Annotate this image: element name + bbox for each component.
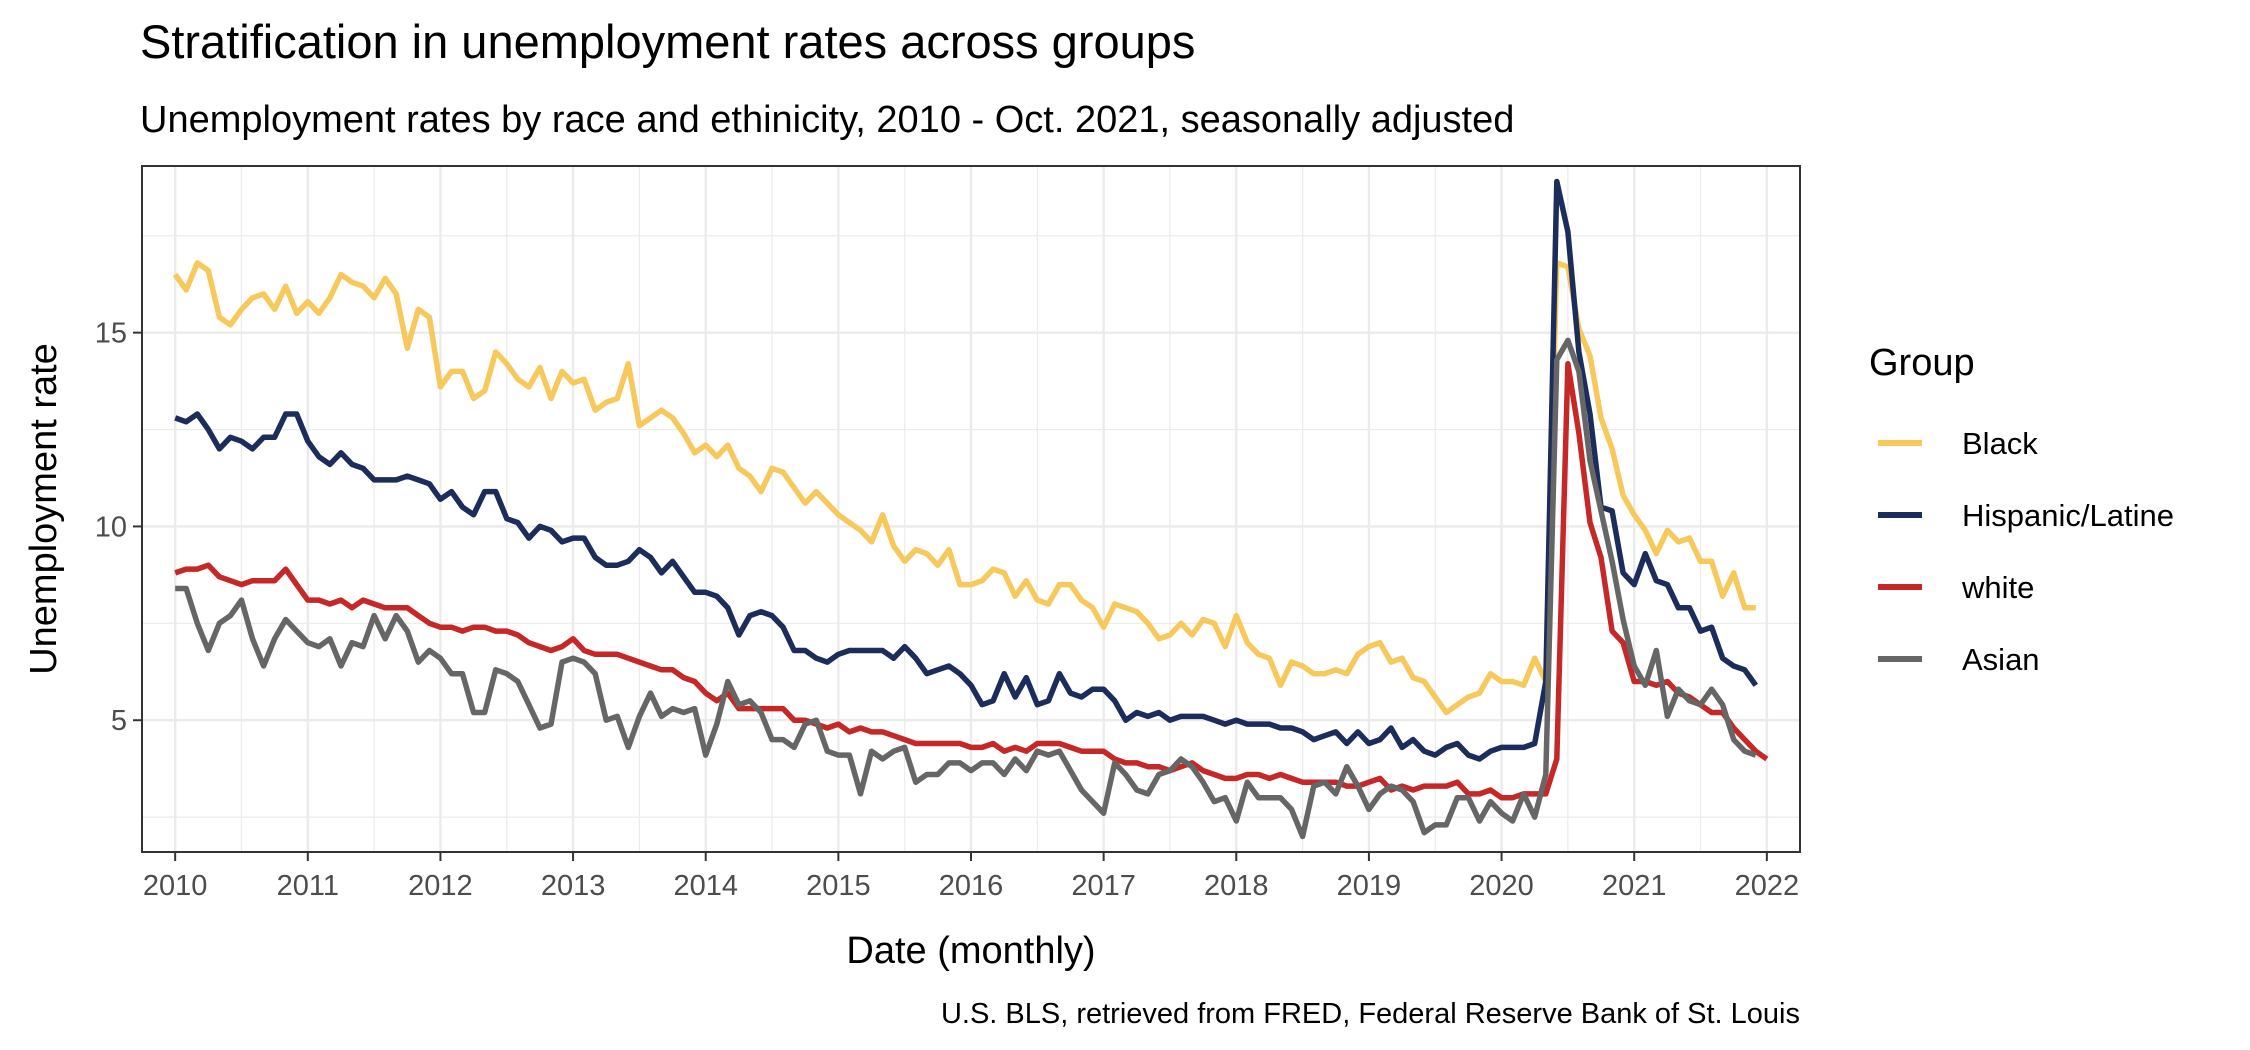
x-tick-label: 2022 xyxy=(1735,870,1800,902)
x-tick-label: 2021 xyxy=(1602,870,1667,902)
x-axis: 2010 2011 2012 2013 2014 2015 2016 2017 2018 2019… xyxy=(143,852,1799,902)
x-tick-label: 2010 xyxy=(143,870,208,902)
chart-title: Stratification in unemployment rates acr… xyxy=(140,15,1195,68)
legend-label-hispanic-latine: Hispanic/Latine xyxy=(1962,498,2174,533)
y-tick-label: 5 xyxy=(111,705,127,737)
legend-label-white: white xyxy=(1961,570,2034,605)
x-tick-label: 2017 xyxy=(1071,870,1136,902)
legend-label-black: Black xyxy=(1962,426,2038,461)
x-tick-label: 2016 xyxy=(939,870,1004,902)
series-line-black xyxy=(172,260,1756,716)
x-tick-label: 2012 xyxy=(408,870,473,902)
gridlines xyxy=(142,166,1800,852)
x-tick-label: 2011 xyxy=(277,870,339,902)
y-axis: 5 10 15 xyxy=(95,318,142,737)
y-axis-title: Unemployment rate xyxy=(23,343,65,675)
chart-subtitle: Unemployment rates by race and ethinicit… xyxy=(140,99,1514,141)
legend: Group Black Hispanic/Latine white Asian xyxy=(1869,342,2174,677)
x-tick-label: 2020 xyxy=(1469,870,1534,902)
x-tick-label: 2013 xyxy=(541,870,606,902)
chart-caption: U.S. BLS, retrieved from FRED, Federal R… xyxy=(941,998,1800,1030)
series-line-asian xyxy=(175,337,1757,840)
x-tick-label: 2015 xyxy=(806,870,871,902)
x-tick-label: 2018 xyxy=(1204,870,1269,902)
x-tick-label: 2019 xyxy=(1337,870,1402,902)
series-line-white xyxy=(174,360,1769,801)
legend-title: Group xyxy=(1869,342,1975,384)
y-tick-label: 10 xyxy=(95,511,127,543)
x-tick-label: 2014 xyxy=(673,870,738,902)
y-tick-label: 15 xyxy=(95,318,127,350)
x-axis-title: Date (monthly) xyxy=(846,930,1095,972)
series-line-hispanic-latine xyxy=(174,178,1759,762)
legend-label-asian: Asian xyxy=(1962,642,2040,677)
series-lines xyxy=(172,178,1769,840)
